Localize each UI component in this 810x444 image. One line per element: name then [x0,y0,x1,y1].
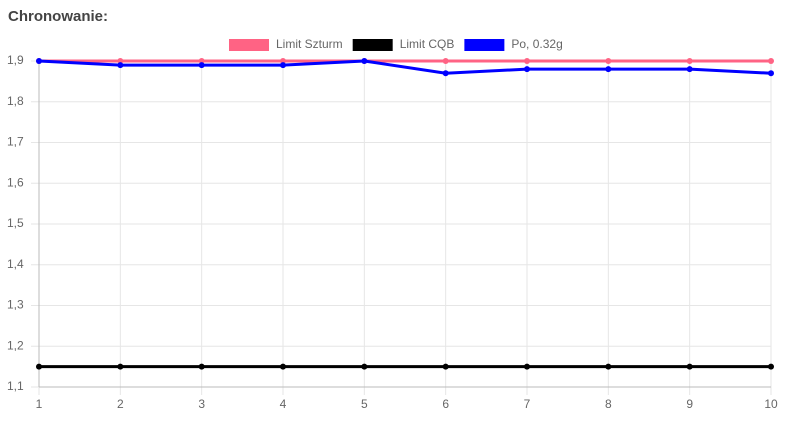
x-tick-label: 10 [764,397,778,411]
point [36,58,42,64]
point [361,363,368,370]
legend-swatch [352,39,393,51]
point [524,66,530,73]
x-tick-label: 5 [361,397,368,411]
point [280,62,286,69]
legend-swatch [464,39,505,51]
y-tick-label: 1,2 [7,338,24,352]
point [117,363,124,370]
point [686,58,693,64]
x-tick-label: 7 [524,397,531,411]
point [524,58,530,64]
point [117,62,124,69]
x-tick-label: 6 [442,397,449,411]
point [198,363,205,370]
series-line [38,59,772,75]
y-tick-label: 1,7 [7,135,24,149]
x-tick-label: 2 [117,397,124,411]
point [686,66,693,73]
legend-label: Limit CQB [400,37,455,51]
point [361,58,368,64]
y-tick-label: 1,1 [7,379,24,393]
x-tick-label: 1 [36,397,43,411]
legend-label: Po, 0.32g [511,37,562,51]
y-tick-label: 1,8 [7,94,24,108]
point [605,363,612,370]
legend-label: Limit Szturm [276,37,343,51]
y-tick-label: 1,3 [7,298,24,312]
y-tick-label: 1,9 [7,53,24,67]
x-tick-label: 3 [198,397,205,411]
point [280,363,286,370]
point [36,363,42,370]
x-tick-label: 8 [605,397,612,411]
point [198,62,205,69]
chart-title: Chronowanie: [8,8,108,25]
point [524,363,530,370]
point [768,363,774,370]
y-tick-label: 1,6 [7,175,24,189]
point [442,58,449,64]
y-tick-label: 1,5 [7,216,24,230]
legend-swatch [229,39,269,51]
point [605,58,612,64]
x-tick-label: 9 [686,397,693,411]
y-tick-label: 1,4 [7,257,24,271]
point [442,363,449,370]
x-tick-label: 4 [280,397,287,411]
point [442,70,449,77]
point [605,66,612,73]
point [768,70,774,77]
point [686,363,693,370]
point [768,58,774,64]
